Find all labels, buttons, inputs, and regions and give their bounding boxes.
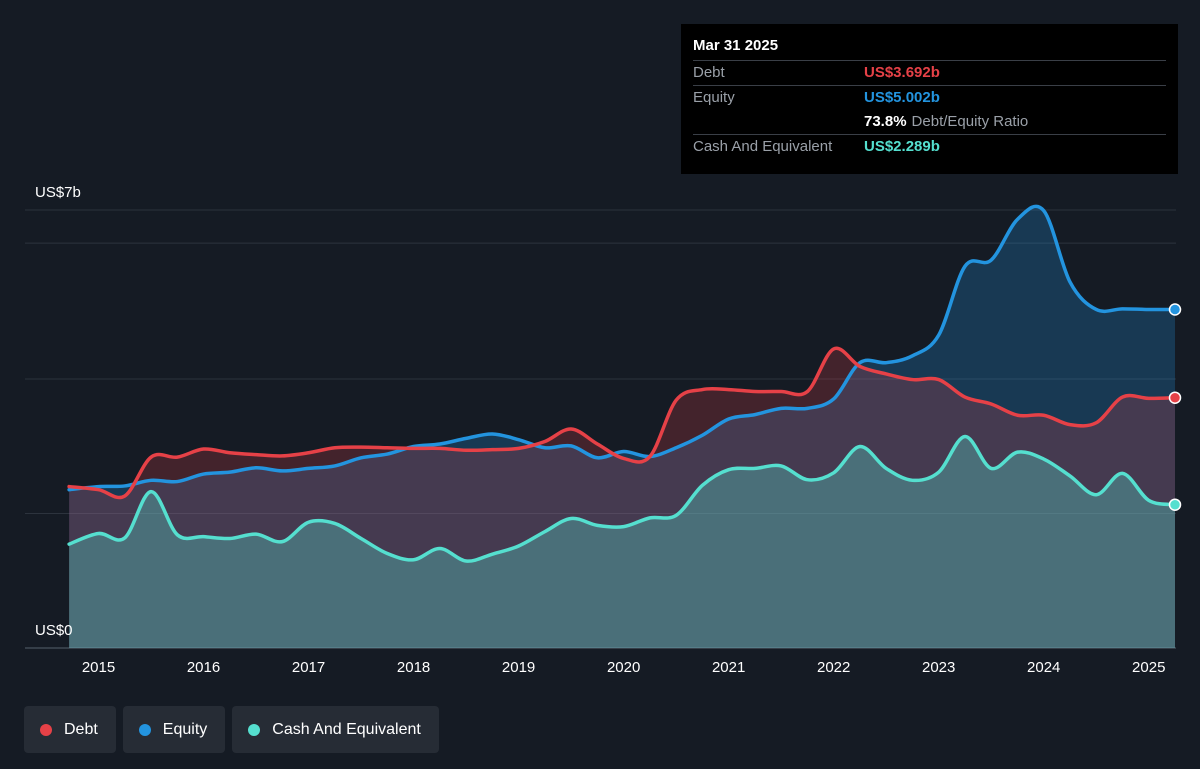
x-tick-label: 2022 xyxy=(817,659,850,676)
x-tick-label: 2015 xyxy=(82,659,115,676)
x-tick-label: 2017 xyxy=(292,659,325,676)
x-tick-label: 2025 xyxy=(1132,659,1165,676)
tooltip-equity-value: US$5.002b xyxy=(864,89,940,106)
tooltip-date: Mar 31 2025 xyxy=(693,37,779,54)
debt-line xyxy=(67,346,1177,500)
equity-area xyxy=(69,206,1175,648)
x-tick-label: 2020 xyxy=(607,659,640,676)
tooltip-equity-label: Equity xyxy=(693,89,735,106)
cash-and-equivalent-area xyxy=(69,436,1175,648)
chart-legend: Debt Equity Cash And Equivalent xyxy=(24,706,439,753)
equity-end-point xyxy=(1168,303,1182,316)
x-tick-label: 2018 xyxy=(397,659,430,676)
x-tick-label: 2023 xyxy=(922,659,955,676)
x-axis-ticks: 2015 2016 2017 2018 2019 2020 2021 2022 2023 2024… xyxy=(82,659,1166,676)
x-tick-label: 2019 xyxy=(502,659,535,676)
data-tooltip: Mar 31 2025 Debt US$3.692b Equity US$5.0… xyxy=(681,24,1178,174)
tooltip-cash-label: Cash And Equivalent xyxy=(693,138,833,155)
chart-end-markers xyxy=(1168,303,1182,511)
legend-item-equity[interactable]: Equity xyxy=(122,706,226,753)
legend-debt-dot-icon xyxy=(40,723,52,736)
tooltip-row-ratio: 73.8% Debt/Equity Ratio xyxy=(693,110,1166,134)
legend-item-debt[interactable]: Debt xyxy=(24,706,116,753)
x-tick-label: 2024 xyxy=(1027,659,1060,676)
x-tick-label: 2016 xyxy=(187,659,220,676)
tooltip-cash-value: US$2.289b xyxy=(864,138,940,155)
chart-grid xyxy=(25,209,1176,649)
y-axis-min-label: US$0 xyxy=(35,622,73,639)
chart-lines xyxy=(67,204,1177,563)
legend-item-cash[interactable]: Cash And Equivalent xyxy=(232,706,439,753)
legend-debt-label: Debt xyxy=(64,720,98,738)
chart-areas xyxy=(69,206,1175,648)
equity-line xyxy=(67,204,1177,492)
debt-area xyxy=(69,348,1175,648)
tooltip-row-equity: Equity US$5.002b xyxy=(693,85,1166,110)
tooltip-row-cash: Cash And Equivalent US$2.289b xyxy=(693,134,1166,159)
legend-equity-label: Equity xyxy=(162,720,208,738)
legend-cash-dot-icon xyxy=(248,723,261,736)
tooltip-debt-value: US$3.692b xyxy=(864,64,940,81)
tooltip-ratio-text: Debt/Equity Ratio xyxy=(911,113,1029,130)
cash-and-equivalent-end-point xyxy=(1168,498,1182,511)
legend-cash-label: Cash And Equivalent xyxy=(272,720,421,738)
tooltip-ratio-value: 73.8% xyxy=(864,113,907,130)
x-tick-label: 2021 xyxy=(712,659,745,676)
cash-and-equivalent-line xyxy=(67,434,1177,563)
tooltip-ratio-spacer xyxy=(693,110,864,134)
debt-end-point xyxy=(1168,391,1182,404)
y-axis-max-label: US$7b xyxy=(35,184,81,201)
tooltip-row-debt: Debt US$3.692b xyxy=(693,60,1166,85)
tooltip-debt-label: Debt xyxy=(693,64,725,81)
legend-equity-dot-icon xyxy=(138,723,151,736)
